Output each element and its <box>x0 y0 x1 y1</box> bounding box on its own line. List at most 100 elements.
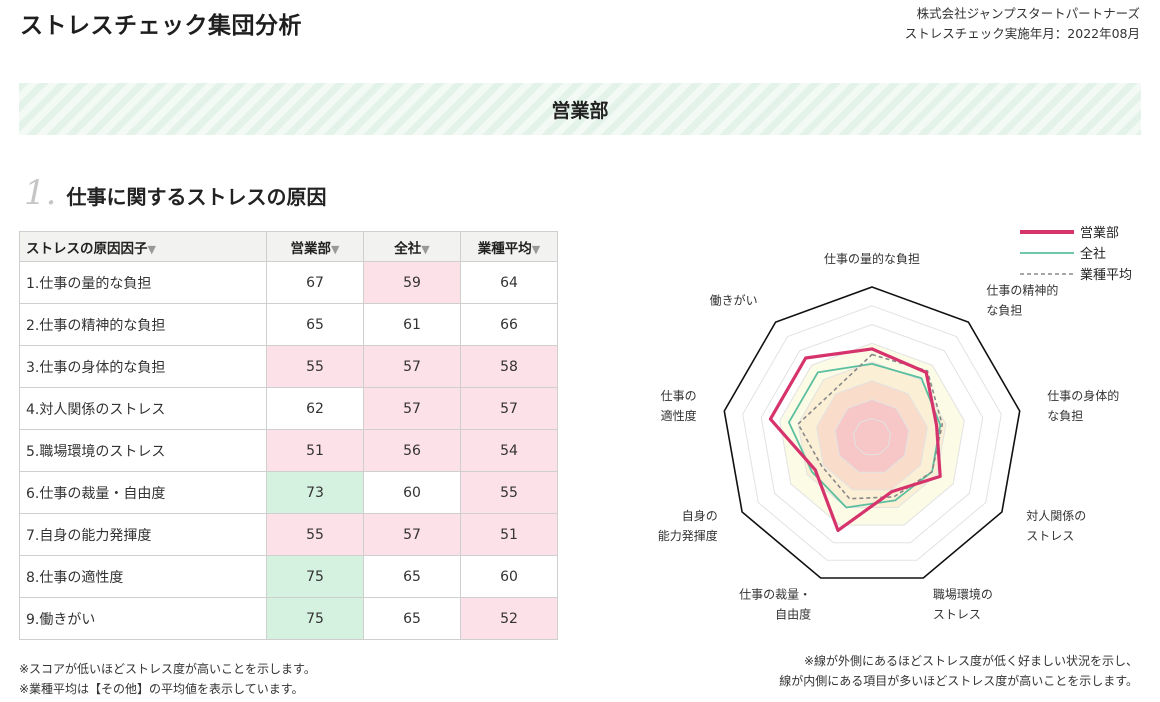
sort-icon[interactable]: ▼ <box>531 242 541 256</box>
radar-grid-ring <box>760 323 984 544</box>
company-score-cell: 57 <box>363 513 461 556</box>
factor-cell: 8.仕事の適性度 <box>19 555 267 598</box>
radar-axis-label-line: ストレス <box>933 607 981 621</box>
note-line: ※業種平均は【その他】の平均値を表示しています。 <box>19 682 304 696</box>
industry-score-cell: 57 <box>460 387 558 430</box>
company-score-cell: 65 <box>363 555 461 598</box>
factor-cell: 5.職場環境のストレス <box>19 429 267 472</box>
factor-cell: 9.働きがい <box>19 597 267 640</box>
radar-axis-label-line: 仕事の <box>661 389 697 403</box>
dept-score-cell: 75 <box>266 555 364 598</box>
industry-score-cell: 54 <box>460 429 558 472</box>
table-row: 4.対人関係のストレス 62 57 57 <box>19 387 558 430</box>
radar-axis-label: 仕事の量的な負担 <box>824 251 920 266</box>
section-title: 仕事に関するストレスの原因 <box>66 185 327 209</box>
table-row: 2.仕事の精神的な負担 65 61 66 <box>19 303 558 346</box>
company-name: 株式会社ジャンプスタートパートナーズ <box>916 6 1140 21</box>
dept-score-cell: 55 <box>266 513 364 556</box>
sort-icon[interactable]: ▼ <box>147 242 156 256</box>
legend-label-dept: 営業部 <box>1080 226 1120 241</box>
company-score-cell: 61 <box>363 303 461 346</box>
industry-score-cell: 66 <box>460 303 558 346</box>
radar-axis-label: 仕事の精神的な負担 <box>986 283 1058 318</box>
department-banner: 営業部 <box>19 83 1141 135</box>
table-row: 6.仕事の裁量・自由度 73 60 55 <box>19 471 558 514</box>
legend-item-industry: 業種平均 <box>1020 263 1132 284</box>
radar-grid-ring <box>779 342 965 526</box>
company-score-cell: 60 <box>363 471 461 514</box>
factor-cell: 4.対人関係のストレス <box>19 387 267 430</box>
legend-item-dept: 営業部 <box>1020 221 1132 242</box>
stress-factor-table: ストレスの原因因子▼ 営業部▼ 全社▼ 業種平均▼ 1.仕事の量的な負担 67 59… <box>19 231 558 640</box>
legend-line-company <box>1020 251 1074 254</box>
factor-cell: 3.仕事の身体的な負担 <box>19 345 267 388</box>
radar-grid-ring <box>742 305 1002 561</box>
legend-label-industry: 業種平均 <box>1080 268 1133 283</box>
radar-series-dept <box>768 347 942 532</box>
radar-axis-label-line: な負担 <box>1047 409 1083 423</box>
legend-line-industry <box>1020 272 1074 275</box>
radar-axis-label-line: ストレス <box>1026 529 1074 543</box>
page-title: ストレスチェック集団分析 <box>20 13 302 39</box>
chart-legend: 営業部 全社 業種平均 <box>1020 221 1132 284</box>
factor-cell: 2.仕事の精神的な負担 <box>19 303 267 346</box>
company-score-cell: 57 <box>363 345 461 388</box>
column-header-factor[interactable]: ストレスの原因因子▼ <box>19 231 267 262</box>
section-heading: 1. 仕事に関するストレスの原因 <box>24 173 326 213</box>
sort-icon[interactable]: ▼ <box>331 242 340 256</box>
survey-date: ストレスチェック実施年月：2022年08月 <box>904 26 1140 41</box>
column-header-company[interactable]: 全社▼ <box>363 231 461 262</box>
notes-score: ※スコアが低いほどストレス度が高いことを示します。 ※業種平均は【その他】の平均… <box>19 659 316 699</box>
radar-axis-label: 職場環境のストレス <box>933 586 993 621</box>
table-row: 1.仕事の量的な負担 67 59 64 <box>19 261 558 304</box>
radar-grid-ring <box>816 380 928 491</box>
industry-score-cell: 51 <box>460 513 558 556</box>
radar-outer-frame <box>723 286 1021 579</box>
department-name: 営業部 <box>551 99 609 122</box>
factor-cell: 7.自身の能力発揮度 <box>19 513 267 556</box>
dept-score-cell: 51 <box>266 429 364 472</box>
radar-axis-label: 自身の能力発揮度 <box>658 508 718 543</box>
factor-cell: 6.仕事の裁量・自由度 <box>19 471 267 514</box>
industry-score-cell: 60 <box>460 555 558 598</box>
radar-axis-label-line: 自由度 <box>775 606 811 621</box>
radar-axis-label-line: 対人関係の <box>1026 509 1086 523</box>
radar-axis-label: 働きがい <box>710 293 758 308</box>
radar-axis-label: 対人関係のストレス <box>1026 509 1086 543</box>
company-score-cell: 65 <box>363 597 461 640</box>
radar-axis-label-line: 仕事の量的な負担 <box>824 251 920 266</box>
legend-item-company: 全社 <box>1020 242 1132 263</box>
company-score-cell: 56 <box>363 429 461 472</box>
radar-axis-label-line: 仕事の裁量・ <box>739 587 811 601</box>
note-line: ※スコアが低いほどストレス度が高いことを示します。 <box>19 662 316 676</box>
dept-score-cell: 75 <box>266 597 364 640</box>
radar-axis-label-line: 職場環境の <box>933 586 993 601</box>
legend-label-company: 全社 <box>1080 247 1107 262</box>
column-header-industry[interactable]: 業種平均▼ <box>460 231 558 262</box>
table-row: 5.職場環境のストレス 51 56 54 <box>19 429 558 472</box>
company-score-cell: 57 <box>363 387 461 430</box>
industry-score-cell: 55 <box>460 471 558 514</box>
table-header-row: ストレスの原因因子▼ 営業部▼ 全社▼ 業種平均▼ <box>19 231 558 262</box>
radar-axis-label-line: 働きがい <box>710 293 758 308</box>
table-row: 9.働きがい 75 65 52 <box>19 597 558 640</box>
radar-axis-label-line: な負担 <box>986 304 1022 318</box>
dept-score-cell: 67 <box>266 261 364 304</box>
notes-chart: ※線が外側にあるほどストレス度が低く好ましい状況を示し、 線が内側にある項目が多… <box>779 651 1138 691</box>
column-header-dept[interactable]: 営業部▼ <box>266 231 364 262</box>
radar-band <box>835 399 909 473</box>
legend-line-dept <box>1020 229 1074 234</box>
industry-score-cell: 64 <box>460 261 558 304</box>
radar-series-industry <box>797 353 944 500</box>
radar-axis-label-line: 仕事の精神的 <box>986 283 1058 298</box>
dept-score-cell: 65 <box>266 303 364 346</box>
table-row: 3.仕事の身体的な負担 55 57 58 <box>19 345 558 388</box>
industry-score-cell: 52 <box>460 597 558 640</box>
radar-axis-label-line: 仕事の身体的 <box>1047 388 1119 403</box>
radar-grid-ring <box>852 417 892 456</box>
radar-axis-label: 仕事の裁量・自由度 <box>739 587 811 621</box>
dept-score-cell: 62 <box>266 387 364 430</box>
radar-axis-label-line: 自身の <box>682 508 718 523</box>
company-info: 株式会社ジャンプスタートパートナーズ ストレスチェック実施年月：2022年08月 <box>905 4 1140 44</box>
sort-icon[interactable]: ▼ <box>421 242 430 256</box>
